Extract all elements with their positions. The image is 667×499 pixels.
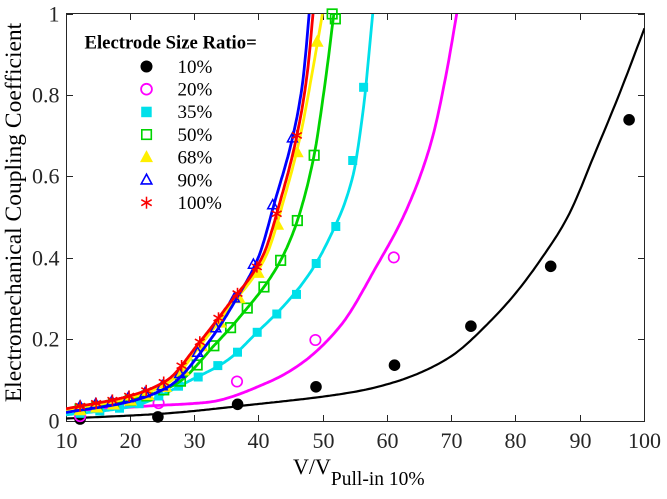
svg-text:80: 80 xyxy=(505,428,527,453)
svg-text:0.8: 0.8 xyxy=(32,83,60,108)
svg-text:50%: 50% xyxy=(178,125,213,146)
svg-text:70: 70 xyxy=(441,428,463,453)
svg-text:Electrode Size Ratio=: Electrode Size Ratio= xyxy=(85,33,257,54)
svg-text:100: 100 xyxy=(628,428,661,453)
svg-text:40: 40 xyxy=(248,428,270,453)
svg-text:90: 90 xyxy=(570,428,592,453)
svg-text:0.2: 0.2 xyxy=(32,327,60,352)
svg-text:35%: 35% xyxy=(178,102,213,123)
svg-text:0: 0 xyxy=(49,409,60,434)
svg-text:1: 1 xyxy=(49,2,60,27)
svg-text:Electromechanical Coupling Coe: Electromechanical Coupling Coefficient xyxy=(1,22,27,402)
svg-text:20: 20 xyxy=(120,428,142,453)
svg-text:60: 60 xyxy=(377,428,399,453)
svg-text:90%: 90% xyxy=(178,170,213,191)
svg-text:0.6: 0.6 xyxy=(32,164,60,189)
svg-text:50: 50 xyxy=(313,428,335,453)
svg-text:68%: 68% xyxy=(178,148,213,169)
svg-text:0.4: 0.4 xyxy=(32,246,60,271)
svg-text:10%: 10% xyxy=(178,57,213,78)
svg-text:100%: 100% xyxy=(178,193,223,214)
svg-text:20%: 20% xyxy=(178,80,213,101)
svg-text:30: 30 xyxy=(184,428,206,453)
svg-text:10: 10 xyxy=(56,428,78,453)
